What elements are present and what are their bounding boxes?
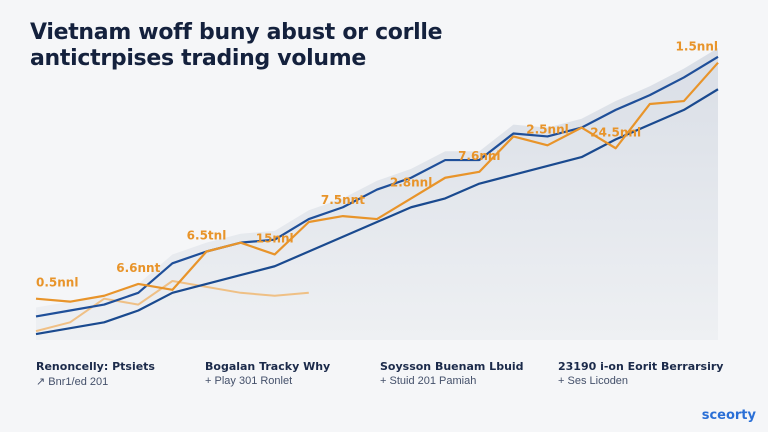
legend-item-1: Renoncelly: Ptsiets ↗ Bnr1/ed 201 xyxy=(36,360,155,388)
series-line-orange-volume xyxy=(35,61,719,303)
data-label: 2.8nnl xyxy=(390,175,432,189)
plus-icon: + xyxy=(205,375,212,387)
series-line-orange-minor xyxy=(35,280,309,333)
series-layer xyxy=(35,55,719,336)
data-label: 0.5nnl xyxy=(36,276,78,290)
data-label: 15nnl xyxy=(256,231,294,245)
legend-heading: Bogalan Tracky Why xyxy=(205,360,331,373)
legend-item-2: Bogalan Tracky Why + Play 301 Ronlet xyxy=(205,360,330,387)
chart-title: Vietnam woff buny abust or corlle antict… xyxy=(30,20,443,72)
title-line-2: antictrpises trading volume xyxy=(30,46,367,71)
plus-icon: + xyxy=(558,375,565,387)
legend-heading: 23190 i-on Eorit Berrarsiry xyxy=(558,360,724,373)
title-line-1: Vietnam woff buny abust or corlle xyxy=(30,20,443,45)
data-label: 6.5tnl xyxy=(187,229,227,243)
data-label: 1.5nnl xyxy=(676,40,718,54)
data-label: 7.5nnt xyxy=(321,193,365,207)
background-area xyxy=(36,47,718,340)
legend-item-3: Soysson Buenam Lbuid + Stuid 201 Pamiah xyxy=(380,360,524,387)
legend-heading: Renoncelly: Ptsiets xyxy=(36,360,155,373)
legend-sub: Stuid 201 Pamiah xyxy=(389,375,477,387)
legend-sub: Ses Licoden xyxy=(567,375,629,387)
legend-sub: Play 301 Ronlet xyxy=(214,375,293,387)
trend-icon: ↗ xyxy=(36,376,46,388)
data-label: 7.6nnl xyxy=(458,149,500,163)
series-line-blue-upper xyxy=(35,55,719,318)
legend-heading: Soysson Buenam Lbuid xyxy=(380,360,524,373)
data-label: 24.5nnl xyxy=(590,125,641,139)
data-label: 6.6nnt xyxy=(116,261,160,275)
legend-sub: Bnr1/ed 201 xyxy=(48,376,109,388)
plus-icon: + xyxy=(380,375,387,387)
data-labels: 0.5nnl 6.6nnt 6.5tnl 15nnl 7.5nnt 2.8nnl 7.6nn… xyxy=(36,40,718,290)
series-line-blue-lower xyxy=(35,88,719,336)
legend-item-4: 23190 i-on Eorit Berrarsiry + Ses Licode… xyxy=(558,360,723,387)
data-label: 2.5nnl xyxy=(526,122,568,136)
brand-logo: sceorty xyxy=(701,408,756,423)
